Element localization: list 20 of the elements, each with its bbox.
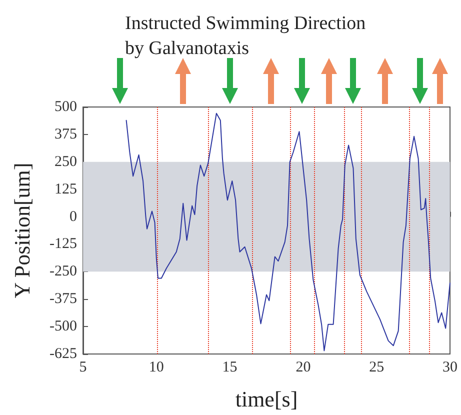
chart-title: Instructed Swimming Direction by Galvanotaxis <box>125 13 366 59</box>
x-tick-label: 15 <box>222 360 238 376</box>
y-tick-label: -625 <box>50 346 77 362</box>
y-tick-label: 125 <box>54 181 77 198</box>
y-tick-label: -250 <box>50 264 77 280</box>
y-tick-label: 250 <box>54 154 77 170</box>
y-axis-title: Y Position[um] <box>10 162 34 298</box>
x-axis-title: time[s] <box>235 386 298 412</box>
y-tick-label: 500 <box>54 99 77 115</box>
x-tick-label: 10 <box>148 360 164 376</box>
x-tick-label: 25 <box>369 360 384 376</box>
y-tick-label: -375 <box>50 291 77 308</box>
y-tick-label: -500 <box>50 318 77 335</box>
line-series <box>126 112 450 352</box>
y-tick-label: -125 <box>50 236 77 252</box>
y-tick-label: 375 <box>54 126 77 142</box>
x-tick-label: 20 <box>296 360 311 376</box>
y-tick-label: 0 <box>70 208 77 225</box>
x-tick-label: 5 <box>79 360 87 376</box>
x-tick-label: 30 <box>442 360 458 376</box>
